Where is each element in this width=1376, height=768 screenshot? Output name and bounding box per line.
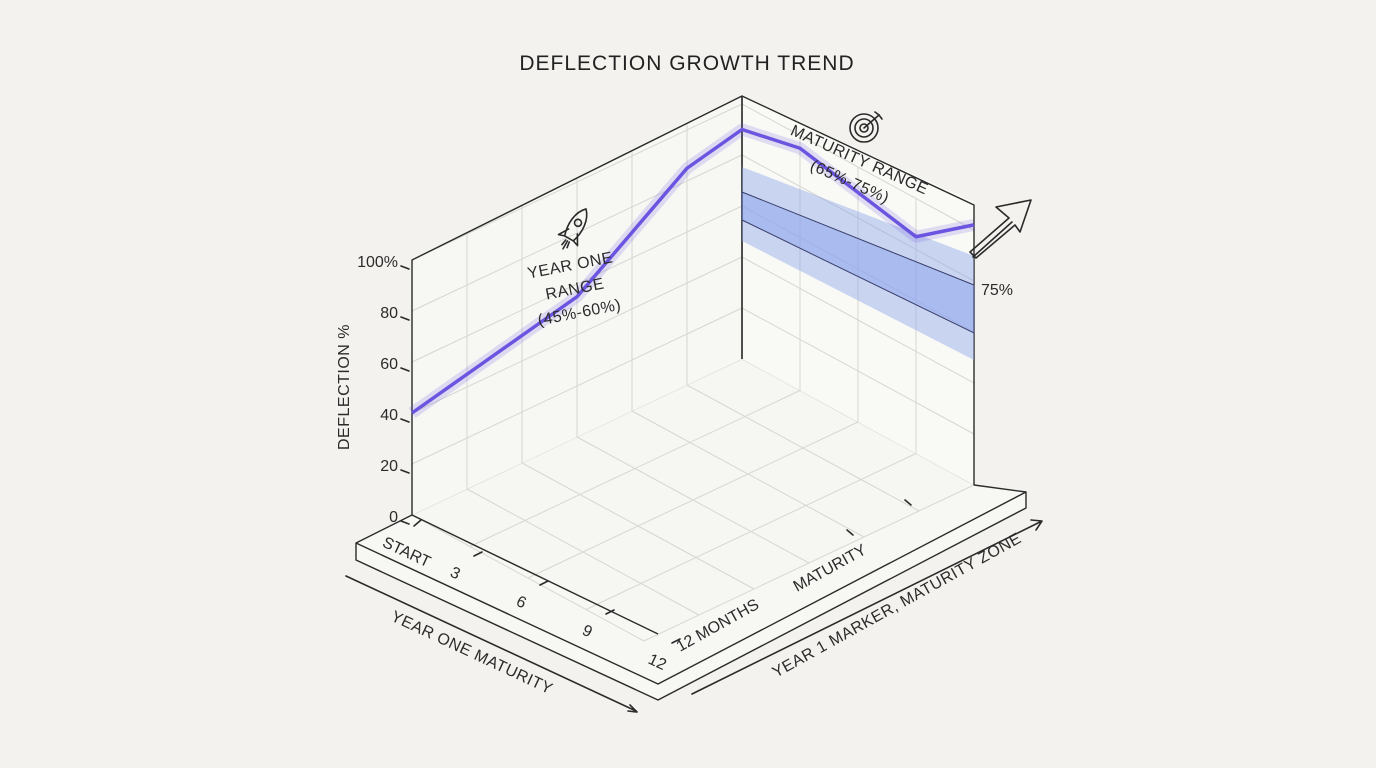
- depth-axis-line: [691, 519, 1043, 695]
- y-tick-mark: [400, 469, 410, 474]
- maturity-band-core: [741, 191, 975, 334]
- depth-tick-mark: [904, 499, 912, 506]
- trend-arrow: [969, 199, 1032, 259]
- range-bands: [741, 167, 975, 360]
- y-tick-mark: [400, 520, 410, 525]
- front-axis-line: [345, 575, 638, 713]
- y-tick-label: 0: [389, 509, 398, 526]
- y-tick-label: 20: [380, 458, 398, 475]
- floor-gridline: [585, 453, 917, 610]
- depth-tick-mark: [846, 529, 854, 536]
- y-tick-label: 100%: [357, 254, 398, 271]
- x-tick-label: 12: [645, 651, 668, 674]
- end-value-label: 75%: [981, 282, 1013, 299]
- series-lines: [408, 123, 976, 418]
- floor-gridline: [643, 484, 975, 642]
- y-axis: 0 20 40 60 80 100%: [357, 254, 410, 526]
- y-axis-title: DEFLECTION %: [336, 324, 353, 450]
- x-tick-mark: [473, 551, 483, 557]
- y-tick-mark: [400, 316, 410, 321]
- y-tick-label: 80: [380, 305, 398, 322]
- y-tick-label: 60: [380, 356, 398, 373]
- x-tick-mark: [671, 638, 681, 644]
- series-line: [410, 127, 975, 415]
- y-tick-mark: [400, 367, 410, 372]
- y-tick-mark: [400, 265, 410, 270]
- rocket-icon: [557, 208, 588, 250]
- x-tick-mark: [539, 580, 549, 586]
- x-tick-mark: [605, 609, 615, 615]
- y-tick-label: 40: [380, 407, 398, 424]
- chart-title: DEFLECTION GROWTH TREND: [519, 52, 854, 75]
- y-tick-mark: [400, 418, 410, 423]
- floor-gridline: [527, 421, 859, 579]
- floor-gridline: [469, 390, 801, 547]
- target-icon: [849, 111, 883, 143]
